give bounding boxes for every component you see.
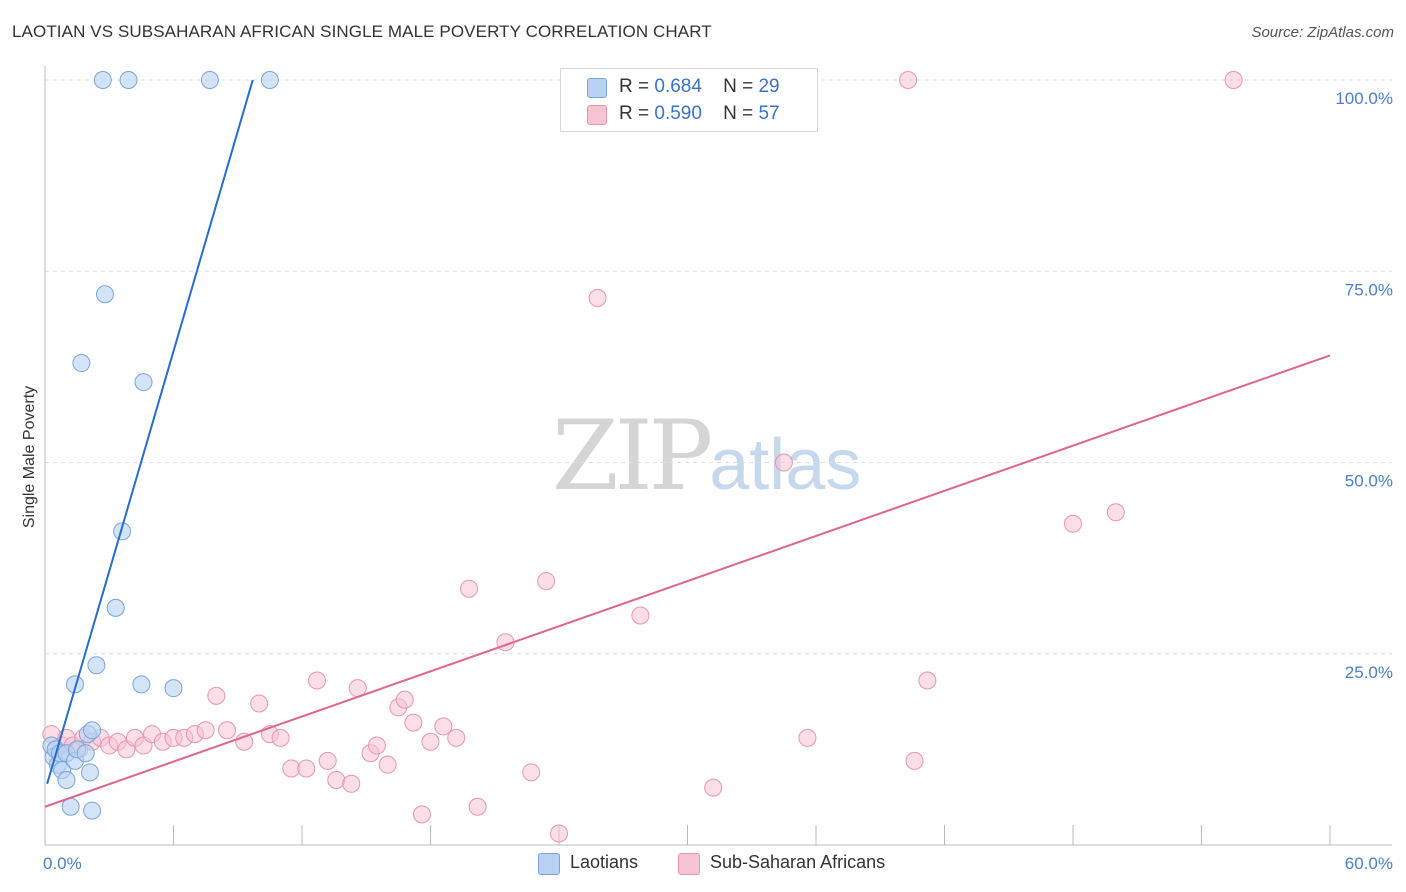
laotian-point bbox=[87, 656, 106, 675]
subsaharan-point bbox=[404, 713, 423, 732]
laotian-point bbox=[106, 598, 125, 617]
laotian-point bbox=[95, 285, 114, 304]
laotian-point bbox=[57, 770, 76, 789]
laotian-point bbox=[80, 763, 99, 782]
subsaharan-point bbox=[207, 686, 226, 705]
laotian-point bbox=[65, 675, 84, 694]
laotian-point bbox=[260, 71, 279, 89]
y-tick-label: 25.0% bbox=[1345, 663, 1393, 682]
legend-r-value: 0.590 bbox=[654, 103, 702, 124]
subsaharan-point bbox=[307, 671, 326, 690]
laotian-legend-label: Laotians bbox=[570, 852, 639, 872]
subsaharan-legend-swatch bbox=[678, 853, 700, 875]
laotian-trendline bbox=[46, 79, 254, 785]
subsaharan-point bbox=[412, 805, 431, 824]
subsaharan-point bbox=[327, 770, 346, 789]
subsaharan-point bbox=[342, 774, 361, 793]
subsaharan-point bbox=[550, 824, 568, 843]
subsaharan-point bbox=[1224, 71, 1243, 89]
subsaharan-point bbox=[218, 721, 237, 740]
subsaharan-point bbox=[250, 694, 269, 713]
subsaharan-point bbox=[1106, 503, 1125, 522]
subsaharan-point bbox=[918, 671, 937, 690]
laotian-point bbox=[134, 373, 153, 392]
y-tick-label: 50.0% bbox=[1345, 472, 1393, 491]
subsaharan-point bbox=[282, 759, 301, 778]
subsaharan-point bbox=[468, 797, 487, 816]
legend-r-label: R = bbox=[619, 103, 650, 124]
correlation-legend: R = 0.684 N = 29 R = 0.590 N = 57 bbox=[560, 68, 818, 132]
subsaharan-point bbox=[631, 606, 650, 625]
laotian-points bbox=[42, 71, 279, 820]
subsaharan-point bbox=[704, 778, 723, 797]
x-tick-label: 60.0% bbox=[1345, 854, 1393, 873]
subsaharan-point bbox=[774, 453, 793, 472]
subsaharan-swatch bbox=[587, 105, 607, 125]
subsaharan-point bbox=[460, 579, 479, 598]
subsaharan-legend-label: Sub-Saharan Africans bbox=[710, 852, 886, 872]
laotian-swatch bbox=[587, 78, 607, 98]
laotian-point bbox=[83, 801, 102, 820]
subsaharan-point bbox=[421, 732, 440, 751]
subsaharan-point bbox=[378, 755, 397, 774]
subsaharan-point bbox=[271, 728, 290, 747]
subsaharan-point bbox=[196, 721, 215, 740]
watermark-zip: ZIP bbox=[552, 400, 713, 512]
subsaharan-point bbox=[522, 763, 541, 782]
subsaharan-point bbox=[537, 572, 556, 591]
laotian-legend-swatch bbox=[538, 853, 560, 875]
laotian-point bbox=[132, 675, 151, 694]
laotian-point bbox=[119, 71, 138, 89]
subsaharan-point bbox=[447, 728, 466, 747]
laotian-point bbox=[93, 71, 112, 89]
subsaharan-point bbox=[297, 759, 316, 778]
subsaharan-point bbox=[318, 751, 337, 770]
subsaharan-point bbox=[905, 751, 924, 770]
legend-n-value: 29 bbox=[758, 76, 780, 97]
chart-title: LAOTIAN VS SUBSAHARAN AFRICAN SINGLE MAL… bbox=[12, 22, 712, 41]
y-tick-label: 100.0% bbox=[1335, 89, 1393, 108]
legend-n-value: 57 bbox=[758, 103, 780, 124]
watermark: ZIPatlas bbox=[552, 400, 861, 512]
y-tick-label: 75.0% bbox=[1345, 280, 1393, 299]
x-tick-label: 0.0% bbox=[43, 854, 82, 873]
subsaharan-points bbox=[42, 71, 1243, 843]
trend-lines bbox=[44, 79, 1331, 808]
source-label: Source: ZipAtlas.com bbox=[1251, 24, 1394, 41]
subsaharan-point bbox=[588, 289, 607, 308]
subsaharan-point bbox=[367, 736, 386, 755]
legend-r-value: 0.684 bbox=[654, 76, 702, 97]
laotian-point bbox=[113, 522, 132, 541]
legend-n-label: N = bbox=[723, 76, 754, 97]
grid-lines bbox=[45, 79, 1392, 655]
subsaharan-point bbox=[395, 690, 414, 709]
subsaharan-point bbox=[899, 71, 918, 89]
legend-r-label: R = bbox=[619, 76, 650, 97]
axes bbox=[44, 66, 1392, 846]
subsaharan-point bbox=[1064, 514, 1082, 533]
subsaharan-point bbox=[434, 717, 453, 736]
subsaharan-point bbox=[798, 728, 817, 747]
laotian-point bbox=[72, 354, 91, 373]
laotian-point bbox=[76, 744, 95, 763]
y-axis-label: Single Male Poverty bbox=[21, 386, 38, 528]
laotian-point bbox=[83, 721, 102, 740]
subsaharan-trendline bbox=[44, 354, 1331, 808]
laotian-point bbox=[164, 679, 183, 698]
laotian-point bbox=[200, 71, 219, 89]
legend-n-label: N = bbox=[723, 103, 754, 124]
axis-labels: 100.0% 75.0% 50.0% 25.0% 0.0% 60.0% Single Mal… bbox=[21, 89, 1393, 873]
